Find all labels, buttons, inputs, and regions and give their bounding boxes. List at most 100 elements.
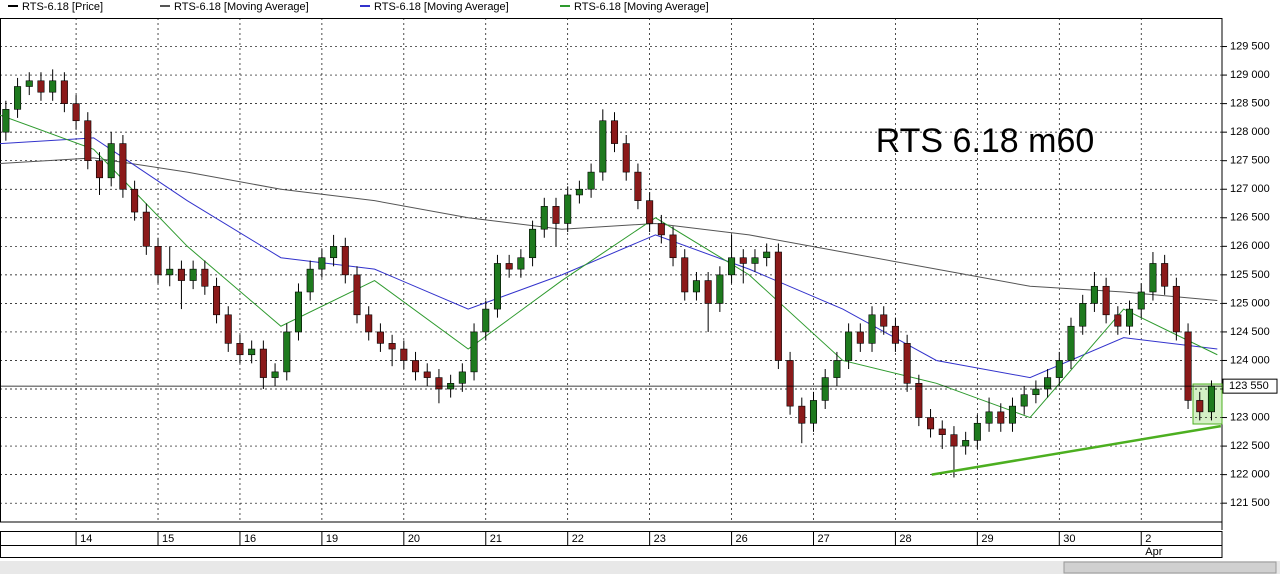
candle-body (84, 120, 92, 161)
y-tick-label: 122 000 (1230, 469, 1270, 481)
candle-body (657, 223, 665, 236)
candle-body (294, 291, 302, 333)
candle-body (49, 80, 57, 93)
y-tick-label: 129 500 (1230, 40, 1270, 52)
candle-body (330, 246, 338, 259)
y-tick-label: 126 500 (1230, 212, 1270, 224)
candle-body (189, 268, 197, 281)
trendline (931, 424, 1222, 476)
candle-body (400, 348, 408, 361)
candle-body (1137, 291, 1145, 310)
candle-body (131, 188, 139, 213)
moving-average (0, 157, 1218, 302)
y-tick-label: 128 000 (1230, 126, 1270, 138)
y-tick-label: 124 000 (1230, 354, 1270, 366)
candle-body (1020, 394, 1028, 407)
candle-body (587, 171, 595, 190)
x-tick-label: 23 (654, 533, 666, 545)
y-tick-label: 128 500 (1230, 98, 1270, 110)
candle-body (107, 143, 115, 179)
candle-body (1032, 388, 1040, 396)
candle-body (259, 348, 267, 378)
x-tick-label: 19 (326, 533, 338, 545)
candle-body (856, 331, 864, 344)
legend-label: RTS-6.18 [Moving Average] (374, 1, 509, 13)
candle-body (681, 257, 689, 293)
candle-body (365, 314, 373, 333)
candle-body (634, 171, 642, 201)
candle-body (809, 400, 818, 424)
y-tick-label: 127 500 (1230, 155, 1270, 167)
scrollbar-thumb[interactable] (1063, 561, 1277, 574)
candle-body (997, 411, 1005, 424)
legend: RTS-6.18 [Price] RTS-6.18 [Moving Average… (8, 1, 709, 13)
candle-body (1067, 325, 1075, 361)
candle-body (751, 257, 759, 264)
candle-body (166, 268, 174, 276)
candle-body (271, 371, 279, 378)
x-tick-label: 21 (490, 533, 502, 545)
candle-body (423, 371, 431, 378)
y-tick-label: 125 000 (1230, 297, 1270, 309)
candle-body (1102, 285, 1110, 316)
candle-body (72, 103, 80, 122)
candle-body (774, 251, 782, 361)
candle-body (2, 109, 10, 133)
x-axis-strip (0, 545, 1223, 558)
candle-body (985, 411, 993, 424)
candle-body (1090, 285, 1098, 304)
x-tick-label: 29 (981, 533, 993, 545)
candle-body (1207, 385, 1215, 413)
candle-body (868, 314, 876, 344)
candle-body (236, 343, 244, 356)
candle-body (763, 251, 771, 259)
candle-body (14, 86, 22, 110)
candle-body (1184, 331, 1192, 401)
y-tick-label: 129 000 (1230, 69, 1270, 81)
scrollbar[interactable] (0, 561, 1280, 574)
candle-body (60, 80, 68, 104)
candle-body (540, 206, 548, 230)
y-tick-label: 123 000 (1230, 411, 1270, 423)
candle-body (283, 331, 291, 373)
candle-body (376, 331, 384, 344)
y-tick-label: 126 000 (1230, 240, 1270, 252)
candle-body (716, 274, 724, 304)
moving-average (0, 137, 1218, 379)
candle-body (962, 440, 970, 447)
x-tick-label: 15 (162, 533, 174, 545)
candle-body (903, 343, 911, 384)
y-tick-label: 124 500 (1230, 326, 1270, 338)
x-axis-strip (0, 531, 1223, 546)
candle-body (1172, 285, 1180, 333)
candle-body (1079, 303, 1087, 327)
candle-body (25, 80, 33, 87)
candle-body (692, 280, 700, 293)
candle-body (728, 257, 736, 276)
candle-body (435, 377, 443, 390)
candle-body (973, 422, 981, 441)
candle-body (891, 325, 899, 344)
candle-body (1126, 308, 1134, 327)
candle-body (610, 120, 619, 144)
candle-body (564, 194, 572, 224)
candle-body (599, 120, 607, 173)
x-tick-label: 20 (408, 533, 420, 545)
candle-body (306, 268, 314, 293)
x-tick-label: 28 (899, 533, 911, 545)
candle-body (646, 200, 654, 224)
last-price-label: 123 550 (1229, 380, 1269, 392)
legend-label: RTS-6.18 [Moving Average] (174, 1, 309, 13)
candle-body (1149, 263, 1157, 293)
candle-body (470, 331, 478, 373)
candle-body (798, 405, 806, 424)
candle-body (154, 246, 162, 276)
candle-body (213, 285, 221, 316)
candle-body (493, 263, 501, 310)
candle-body (552, 206, 560, 224)
annotation: RTS 6.18 m60 (876, 122, 1095, 160)
candle-body (201, 268, 209, 287)
